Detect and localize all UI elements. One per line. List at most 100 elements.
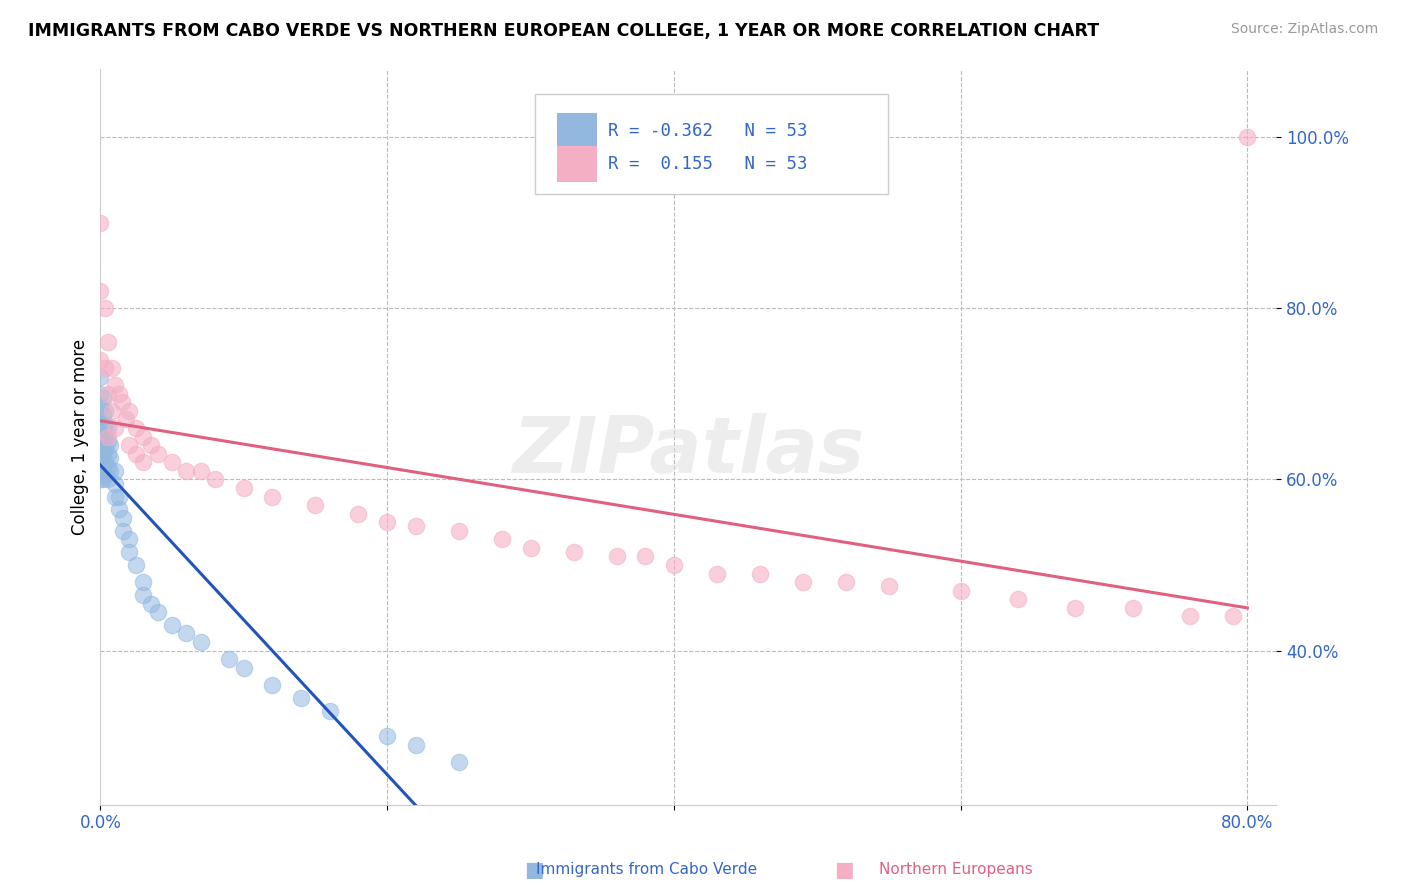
Text: Northern Europeans: Northern Europeans — [879, 863, 1033, 877]
Point — [91, 459, 114, 474]
Point — [262, 678, 284, 692]
Point — [347, 507, 370, 521]
Text: Immigrants from Cabo Verde: Immigrants from Cabo Verde — [536, 863, 758, 877]
Point — [146, 605, 169, 619]
Point — [706, 566, 728, 581]
Point — [89, 472, 111, 486]
Point — [1007, 592, 1029, 607]
Point — [375, 729, 398, 743]
Point — [118, 545, 141, 559]
Point — [835, 575, 858, 590]
Point — [112, 524, 135, 538]
Point — [96, 434, 118, 448]
Point — [290, 690, 312, 705]
Point — [89, 352, 111, 367]
Y-axis label: College, 1 year or more: College, 1 year or more — [72, 339, 89, 534]
FancyBboxPatch shape — [536, 95, 889, 194]
Point — [96, 421, 118, 435]
Point — [132, 588, 155, 602]
Point — [89, 369, 111, 384]
Point — [91, 434, 114, 448]
Point — [104, 490, 127, 504]
Point — [93, 429, 115, 443]
Point — [634, 549, 657, 564]
Point — [949, 583, 972, 598]
Point — [132, 575, 155, 590]
Point — [104, 378, 127, 392]
Point — [104, 421, 127, 435]
Point — [204, 472, 226, 486]
Point — [100, 450, 122, 465]
Point — [108, 490, 131, 504]
Point — [89, 447, 111, 461]
FancyBboxPatch shape — [557, 146, 596, 182]
Point — [91, 421, 114, 435]
Point — [319, 704, 342, 718]
Point — [447, 755, 470, 769]
Point — [232, 661, 254, 675]
Point — [108, 386, 131, 401]
Point — [111, 395, 134, 409]
Point — [190, 635, 212, 649]
Point — [101, 361, 124, 376]
Point — [405, 519, 427, 533]
Point — [519, 541, 541, 555]
Point — [91, 447, 114, 461]
Point — [160, 455, 183, 469]
Point — [91, 472, 114, 486]
Point — [1122, 600, 1144, 615]
Point — [100, 438, 122, 452]
Text: ■: ■ — [524, 860, 544, 880]
Point — [748, 566, 770, 581]
Point — [1064, 600, 1087, 615]
Point — [1222, 609, 1244, 624]
Point — [96, 386, 118, 401]
Point — [101, 404, 124, 418]
Point — [232, 481, 254, 495]
Point — [93, 417, 115, 431]
Point — [139, 438, 162, 452]
Point — [125, 558, 148, 572]
Point — [405, 738, 427, 752]
Point — [125, 421, 148, 435]
Point — [96, 335, 118, 350]
Point — [89, 434, 111, 448]
Point — [104, 464, 127, 478]
Point — [125, 447, 148, 461]
Text: ZIPatlas: ZIPatlas — [512, 413, 865, 490]
Point — [100, 464, 122, 478]
Point — [176, 464, 198, 478]
Point — [1236, 130, 1258, 145]
Point — [93, 455, 115, 469]
Point — [562, 545, 585, 559]
Point — [118, 404, 141, 418]
Text: ■: ■ — [834, 860, 853, 880]
Point — [132, 429, 155, 443]
FancyBboxPatch shape — [557, 113, 596, 149]
Point — [118, 533, 141, 547]
Point — [93, 361, 115, 376]
Point — [606, 549, 628, 564]
Text: R =  0.155   N = 53: R = 0.155 N = 53 — [609, 155, 808, 173]
Point — [112, 511, 135, 525]
Point — [877, 579, 900, 593]
Point — [491, 533, 513, 547]
Point — [447, 524, 470, 538]
Point — [89, 417, 111, 431]
Point — [1178, 609, 1201, 624]
Point — [89, 284, 111, 298]
Point — [375, 515, 398, 529]
Point — [262, 490, 284, 504]
Text: R = -0.362   N = 53: R = -0.362 N = 53 — [609, 122, 808, 140]
Point — [96, 447, 118, 461]
Point — [662, 558, 685, 572]
Point — [96, 459, 118, 474]
Point — [132, 455, 155, 469]
Point — [304, 498, 326, 512]
Point — [96, 472, 118, 486]
Point — [190, 464, 212, 478]
Point — [89, 386, 111, 401]
Point — [89, 216, 111, 230]
Point — [218, 652, 240, 666]
Point — [146, 447, 169, 461]
